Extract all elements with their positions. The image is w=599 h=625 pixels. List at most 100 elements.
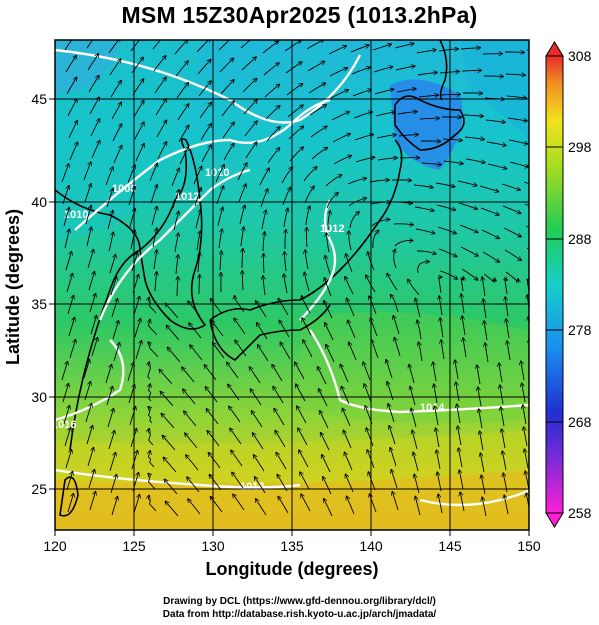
streamline <box>524 427 528 447</box>
streamline <box>482 497 487 517</box>
grid <box>55 40 529 530</box>
streamline <box>487 163 507 169</box>
streamline <box>66 472 73 491</box>
streamline <box>263 63 279 76</box>
streamline <box>209 475 222 491</box>
streamline <box>409 365 415 384</box>
streamline <box>262 41 278 54</box>
colorbar-tick-label: 268 <box>568 414 592 430</box>
streamline <box>221 101 234 117</box>
streamline <box>159 370 173 385</box>
streamline <box>286 84 303 96</box>
streamline <box>266 127 280 142</box>
streamline <box>505 278 507 295</box>
streamline <box>295 362 305 380</box>
streamline <box>132 79 144 96</box>
y-tick-label: 35 <box>31 296 47 312</box>
streamline <box>348 320 356 339</box>
streamline <box>69 142 78 161</box>
x-tick-label: 130 <box>201 538 225 554</box>
streamline <box>172 190 179 209</box>
y-tick-label: 40 <box>31 194 47 210</box>
streamline <box>459 224 478 232</box>
streamline <box>153 56 166 72</box>
streamline <box>153 250 157 270</box>
streamline <box>408 279 420 296</box>
streamline <box>462 316 466 336</box>
streamline <box>168 348 181 363</box>
streamline <box>441 340 445 360</box>
streamline <box>254 455 265 472</box>
streamline <box>479 409 483 429</box>
streamline <box>255 477 266 494</box>
streamline <box>499 363 503 383</box>
streamline <box>439 270 457 279</box>
streamline <box>151 207 157 226</box>
streamline <box>277 475 288 492</box>
streamline <box>148 429 154 446</box>
streamline <box>300 472 310 490</box>
streamline <box>171 168 179 187</box>
streamline <box>252 411 263 428</box>
streamline <box>166 326 180 341</box>
streamline <box>113 343 120 362</box>
streamline <box>88 272 95 291</box>
streamline <box>154 77 166 94</box>
streamline <box>390 448 397 467</box>
streamline <box>199 103 211 119</box>
streamline <box>305 250 309 270</box>
streamline <box>371 219 390 227</box>
streamline <box>527 71 529 73</box>
streamline <box>149 384 152 402</box>
streamline <box>458 426 462 446</box>
streamline <box>285 230 286 249</box>
streamline <box>415 228 435 233</box>
colorbar-tick-label: 288 <box>568 231 592 247</box>
streamline <box>482 277 486 297</box>
streamline <box>485 343 489 363</box>
streamline <box>523 405 527 425</box>
contour-label: 1014 <box>420 402 445 414</box>
streamline <box>349 342 357 361</box>
streamline <box>504 495 509 515</box>
streamline <box>507 117 527 121</box>
streamline <box>113 146 122 164</box>
streamline <box>330 90 348 99</box>
streamline <box>350 45 369 53</box>
streamline <box>244 121 257 137</box>
streamline <box>325 175 342 187</box>
streamline <box>301 494 311 512</box>
colorbar-tick-label: 298 <box>568 139 592 155</box>
streamline <box>351 67 370 75</box>
streamline <box>307 61 325 72</box>
streamline <box>440 94 460 95</box>
streamline <box>89 492 96 511</box>
streamline <box>459 470 464 490</box>
streamline <box>148 319 158 336</box>
streamline <box>526 49 529 51</box>
streamline <box>345 277 354 295</box>
streamline <box>328 46 346 55</box>
streamline <box>161 414 175 429</box>
streamline <box>376 135 396 139</box>
streamline <box>480 453 485 473</box>
streamline <box>285 62 302 74</box>
streamline <box>87 250 94 269</box>
streamline <box>160 392 174 407</box>
streamline <box>63 406 70 425</box>
streamline <box>91 141 100 159</box>
streamline <box>62 384 69 403</box>
streamline <box>375 112 395 117</box>
streamline <box>84 184 91 203</box>
streamline <box>413 184 433 188</box>
streamline <box>460 246 478 256</box>
streamline <box>215 165 224 183</box>
streamline <box>67 494 74 513</box>
streamline <box>482 251 499 262</box>
y-tick-label: 30 <box>31 389 47 405</box>
streamline <box>506 319 510 339</box>
streamline <box>521 361 525 381</box>
streamline <box>436 428 440 448</box>
streamline <box>176 255 178 275</box>
streamline <box>413 452 419 472</box>
